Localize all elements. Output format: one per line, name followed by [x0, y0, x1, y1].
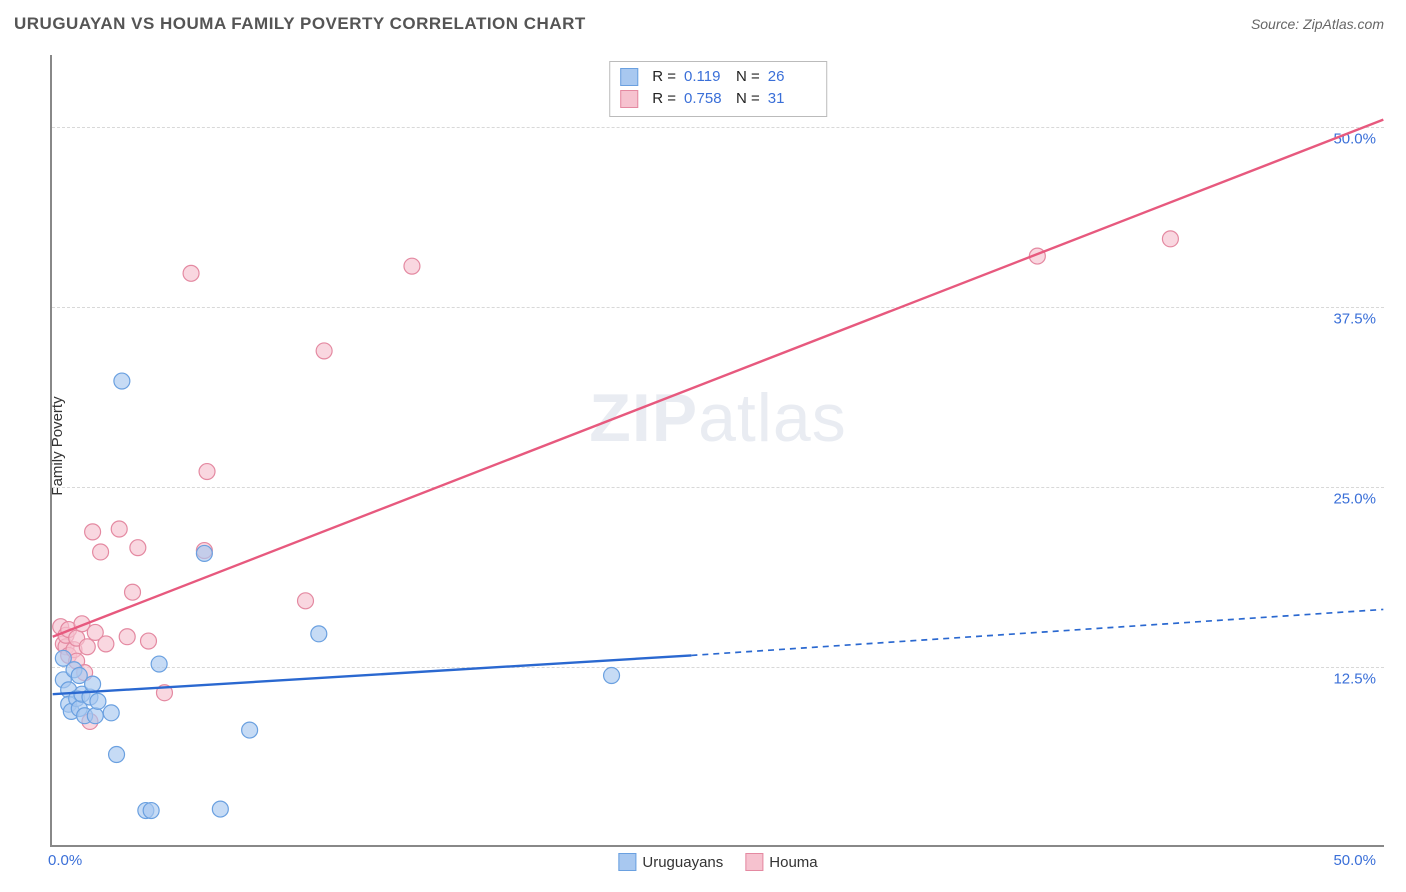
r-label: R = — [652, 66, 676, 88]
legend-label: Uruguayans — [642, 854, 723, 871]
r-value: 0.119 — [684, 66, 728, 88]
data-point — [151, 656, 167, 672]
data-point — [114, 373, 130, 389]
r-label: R = — [652, 88, 676, 110]
data-point — [103, 705, 119, 721]
data-point — [119, 629, 135, 645]
series-legend: Uruguayans Houma — [618, 853, 817, 871]
plot-area: ZIPatlas 12.5%25.0%37.5%50.0% R =0.119N … — [50, 55, 1384, 847]
x-axis-origin-label: 0.0% — [48, 852, 82, 869]
data-point — [604, 668, 620, 684]
data-point — [1162, 231, 1178, 247]
data-point — [87, 708, 103, 724]
data-point — [199, 464, 215, 480]
source-attribution: Source: ZipAtlas.com — [1251, 16, 1384, 32]
data-point — [111, 521, 127, 537]
data-point — [79, 639, 95, 655]
legend-label: Houma — [769, 854, 817, 871]
stat-rows: R = 0.119 N = 26 R = 0.758 N = 31 — [620, 66, 812, 110]
data-point — [125, 584, 141, 600]
stat-row: R = 0.758 N = 31 — [620, 88, 812, 110]
chart-title: URUGUAYAN VS HOUMA FAMILY POVERTY CORREL… — [14, 14, 586, 34]
series-swatch-icon — [620, 68, 638, 86]
data-point — [85, 524, 101, 540]
n-value: 31 — [768, 88, 812, 110]
trend-line — [53, 655, 692, 694]
data-point — [212, 801, 228, 817]
data-point — [109, 747, 125, 763]
trend-line — [53, 120, 1384, 637]
data-point — [141, 633, 157, 649]
series-swatch-icon — [745, 853, 763, 871]
data-point — [183, 265, 199, 281]
correlation-stat-box: R = 0.119 N = 26 R = 0.758 N = 31 — [609, 61, 827, 117]
trend-line-extrapolated — [691, 609, 1383, 655]
series-swatch-icon — [620, 90, 638, 108]
data-point — [242, 722, 258, 738]
data-point — [311, 626, 327, 642]
stat-row: R = 0.119 N = 26 — [620, 66, 812, 88]
legend-item: Houma — [745, 853, 817, 871]
n-label: N = — [736, 66, 760, 88]
x-axis-max-label: 50.0% — [1333, 852, 1376, 869]
data-point — [90, 693, 106, 709]
data-point — [298, 593, 314, 609]
r-value: 0.758 — [684, 88, 728, 110]
data-point — [404, 258, 420, 274]
data-point — [316, 343, 332, 359]
data-point — [98, 636, 114, 652]
data-point — [196, 545, 212, 561]
data-point — [85, 676, 101, 692]
data-point — [93, 544, 109, 560]
n-value: 26 — [768, 66, 812, 88]
data-point — [143, 803, 159, 819]
data-point — [130, 540, 146, 556]
series-swatch-icon — [618, 853, 636, 871]
n-label: N = — [736, 88, 760, 110]
legend-item: Uruguayans — [618, 853, 723, 871]
chart-svg — [52, 55, 1384, 845]
